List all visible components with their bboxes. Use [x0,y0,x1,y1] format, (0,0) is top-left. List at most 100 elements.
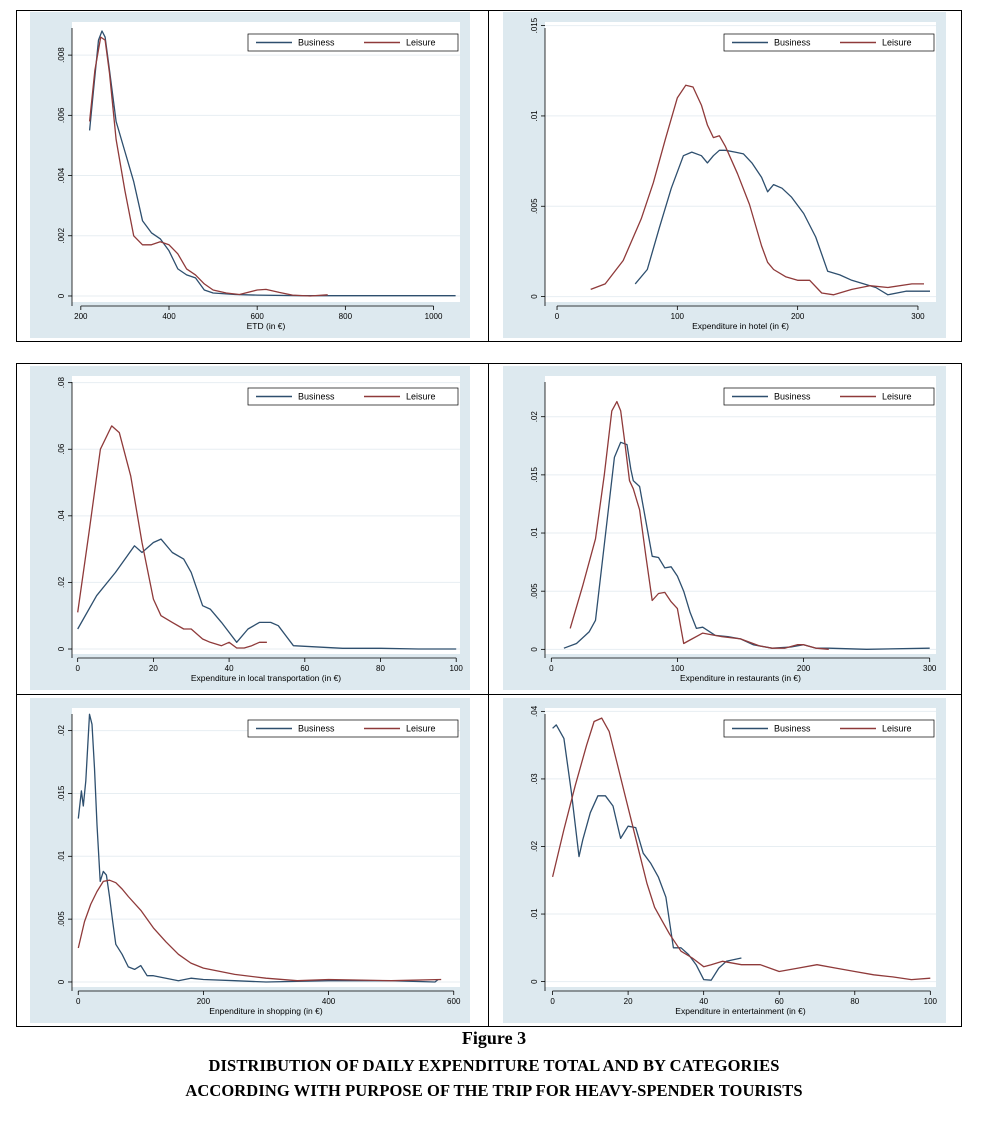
x-tick-label: 60 [775,997,784,1006]
plot-area [545,376,936,654]
x-tick-label: 300 [923,664,937,673]
series-line-leisure [551,717,931,981]
x-tick-label: 0 [550,997,555,1006]
y-tick-label: 0 [530,979,539,984]
y-tick-label: .01 [530,110,539,122]
x-tick-label: 100 [924,997,938,1006]
series-line-business [77,538,457,650]
chart-svg: 0 .005 .01 .015 .02 0 100 200 300 Expenditure in … [503,366,946,690]
y-tick-label: .01 [57,850,66,862]
series-line-leisure [569,400,829,650]
x-tick-label: 200 [197,997,211,1006]
figure-title-line-2: ACCORDING WITH PURPOSE OF THE TRIP FOR H… [185,1081,803,1100]
legend-box [247,719,459,738]
x-tick-label: 20 [624,997,633,1006]
x-axis-label: Expenditure in local transportation (in … [191,673,341,683]
legend-label-leisure: Leisure [406,724,436,734]
chart-svg: 0 .005 .01 .015 0 100 200 300 Expenditure in hot… [503,12,946,338]
legend-label-business: Business [298,724,335,734]
bottom-panels-frame [16,363,962,1027]
series-line-business [634,149,930,296]
y-tick-label: .02 [530,411,539,423]
chart-svg: 0 .02 .04 .06 .08 0 20 40 60 80 100 Expenditure in … [30,366,470,690]
chart-total-expenditure: 0 .002 .004 .006 .008 200 400 600 800 1000 ETD (in… [30,12,470,338]
chart-restaurant-expenditure: 0 .005 .01 .015 .02 0 100 200 300 Expenditure in … [503,366,946,690]
y-tick-label: .015 [57,785,66,801]
series-line-leisure [77,425,267,649]
y-tick-label: .02 [530,840,539,852]
y-tick-label: .08 [57,377,66,389]
y-tick-label: 0 [530,294,539,299]
series-line-business [552,724,742,981]
plot-area [545,708,936,987]
x-tick-label: 0 [75,664,80,673]
chart-svg: 0 .01 .02 .03 .04 0 20 40 60 80 100 Expenditure in … [503,698,946,1023]
y-tick-label: .06 [57,443,66,455]
legend-label-business: Business [774,392,811,402]
y-tick-label: .04 [530,705,539,717]
x-tick-label: 0 [76,997,81,1006]
legend-box [723,33,935,52]
panel-divider-top [488,10,489,342]
x-axis-label: Expenditure in entertainment (in €) [675,1006,806,1016]
x-tick-label: 400 [162,312,176,321]
legend-box [247,387,459,406]
legend-label-business: Business [298,392,335,402]
series-line-business [88,30,456,297]
y-tick-label: .005 [57,911,66,927]
y-tick-label: .04 [57,510,66,522]
y-tick-label: .004 [57,167,66,183]
legend-label-business: Business [774,724,811,734]
figure-title-line-1: DISTRIBUTION OF DAILY EXPENDITURE TOTAL … [208,1056,780,1075]
y-tick-label: .005 [530,583,539,599]
x-tick-label: 600 [251,312,265,321]
plot-area [72,22,460,302]
y-tick-label: .02 [57,576,66,588]
y-tick-label: 0 [57,293,66,298]
chart-svg: 0 .005 .01 .015 .02 0 200 400 600 Enpenditure in … [30,698,470,1023]
x-tick-label: 200 [74,312,88,321]
series-line-leisure [77,879,442,982]
x-axis-label: Enpenditure in shopping (in €) [209,1006,323,1016]
y-tick-label: .008 [57,47,66,63]
legend-box [723,387,935,406]
plot-area [545,22,936,302]
x-tick-label: 40 [225,664,234,673]
y-tick-label: .015 [530,467,539,483]
y-tick-label: .015 [530,17,539,33]
x-tick-label: 80 [376,664,385,673]
legend-label-business: Business [774,38,811,48]
x-tick-label: 80 [850,997,859,1006]
x-tick-label: 0 [555,312,560,321]
x-tick-label: 200 [797,664,811,673]
series-line-business [77,713,439,983]
legend-label-leisure: Leisure [406,392,436,402]
chart-hotel-expenditure: 0 .005 .01 .015 0 100 200 300 Expenditure in hot… [503,12,946,338]
legend-label-leisure: Leisure [406,38,436,48]
panel-divider-bottom-vertical [488,363,489,1027]
y-tick-label: .002 [57,227,66,243]
y-tick-label: 0 [57,646,66,651]
y-tick-label: 0 [57,979,66,984]
x-tick-label: 100 [450,664,464,673]
plot-area [72,708,460,987]
legend-label-leisure: Leisure [882,38,912,48]
chart-local-transportation-expenditure: 0 .02 .04 .06 .08 0 20 40 60 80 100 Expenditure in … [30,366,470,690]
chart-shopping-expenditure: 0 .005 .01 .015 .02 0 200 400 600 Enpenditure in … [30,698,470,1023]
y-tick-label: 0 [530,647,539,652]
x-tick-label: 0 [549,664,554,673]
legend-box [247,33,459,52]
x-axis-label: Expenditure in restaurants (in €) [680,673,801,683]
y-tick-label: .01 [530,908,539,920]
legend-label-business: Business [298,38,335,48]
x-tick-label: 200 [791,312,805,321]
legend-label-leisure: Leisure [882,392,912,402]
y-tick-label: .03 [530,773,539,785]
x-axis-label: ETD (in €) [247,321,286,331]
top-panels-frame [16,10,962,342]
y-tick-label: .005 [530,198,539,214]
x-tick-label: 40 [699,997,708,1006]
series-line-leisure [590,84,924,296]
y-tick-label: .01 [530,527,539,539]
y-tick-label: .006 [57,107,66,123]
